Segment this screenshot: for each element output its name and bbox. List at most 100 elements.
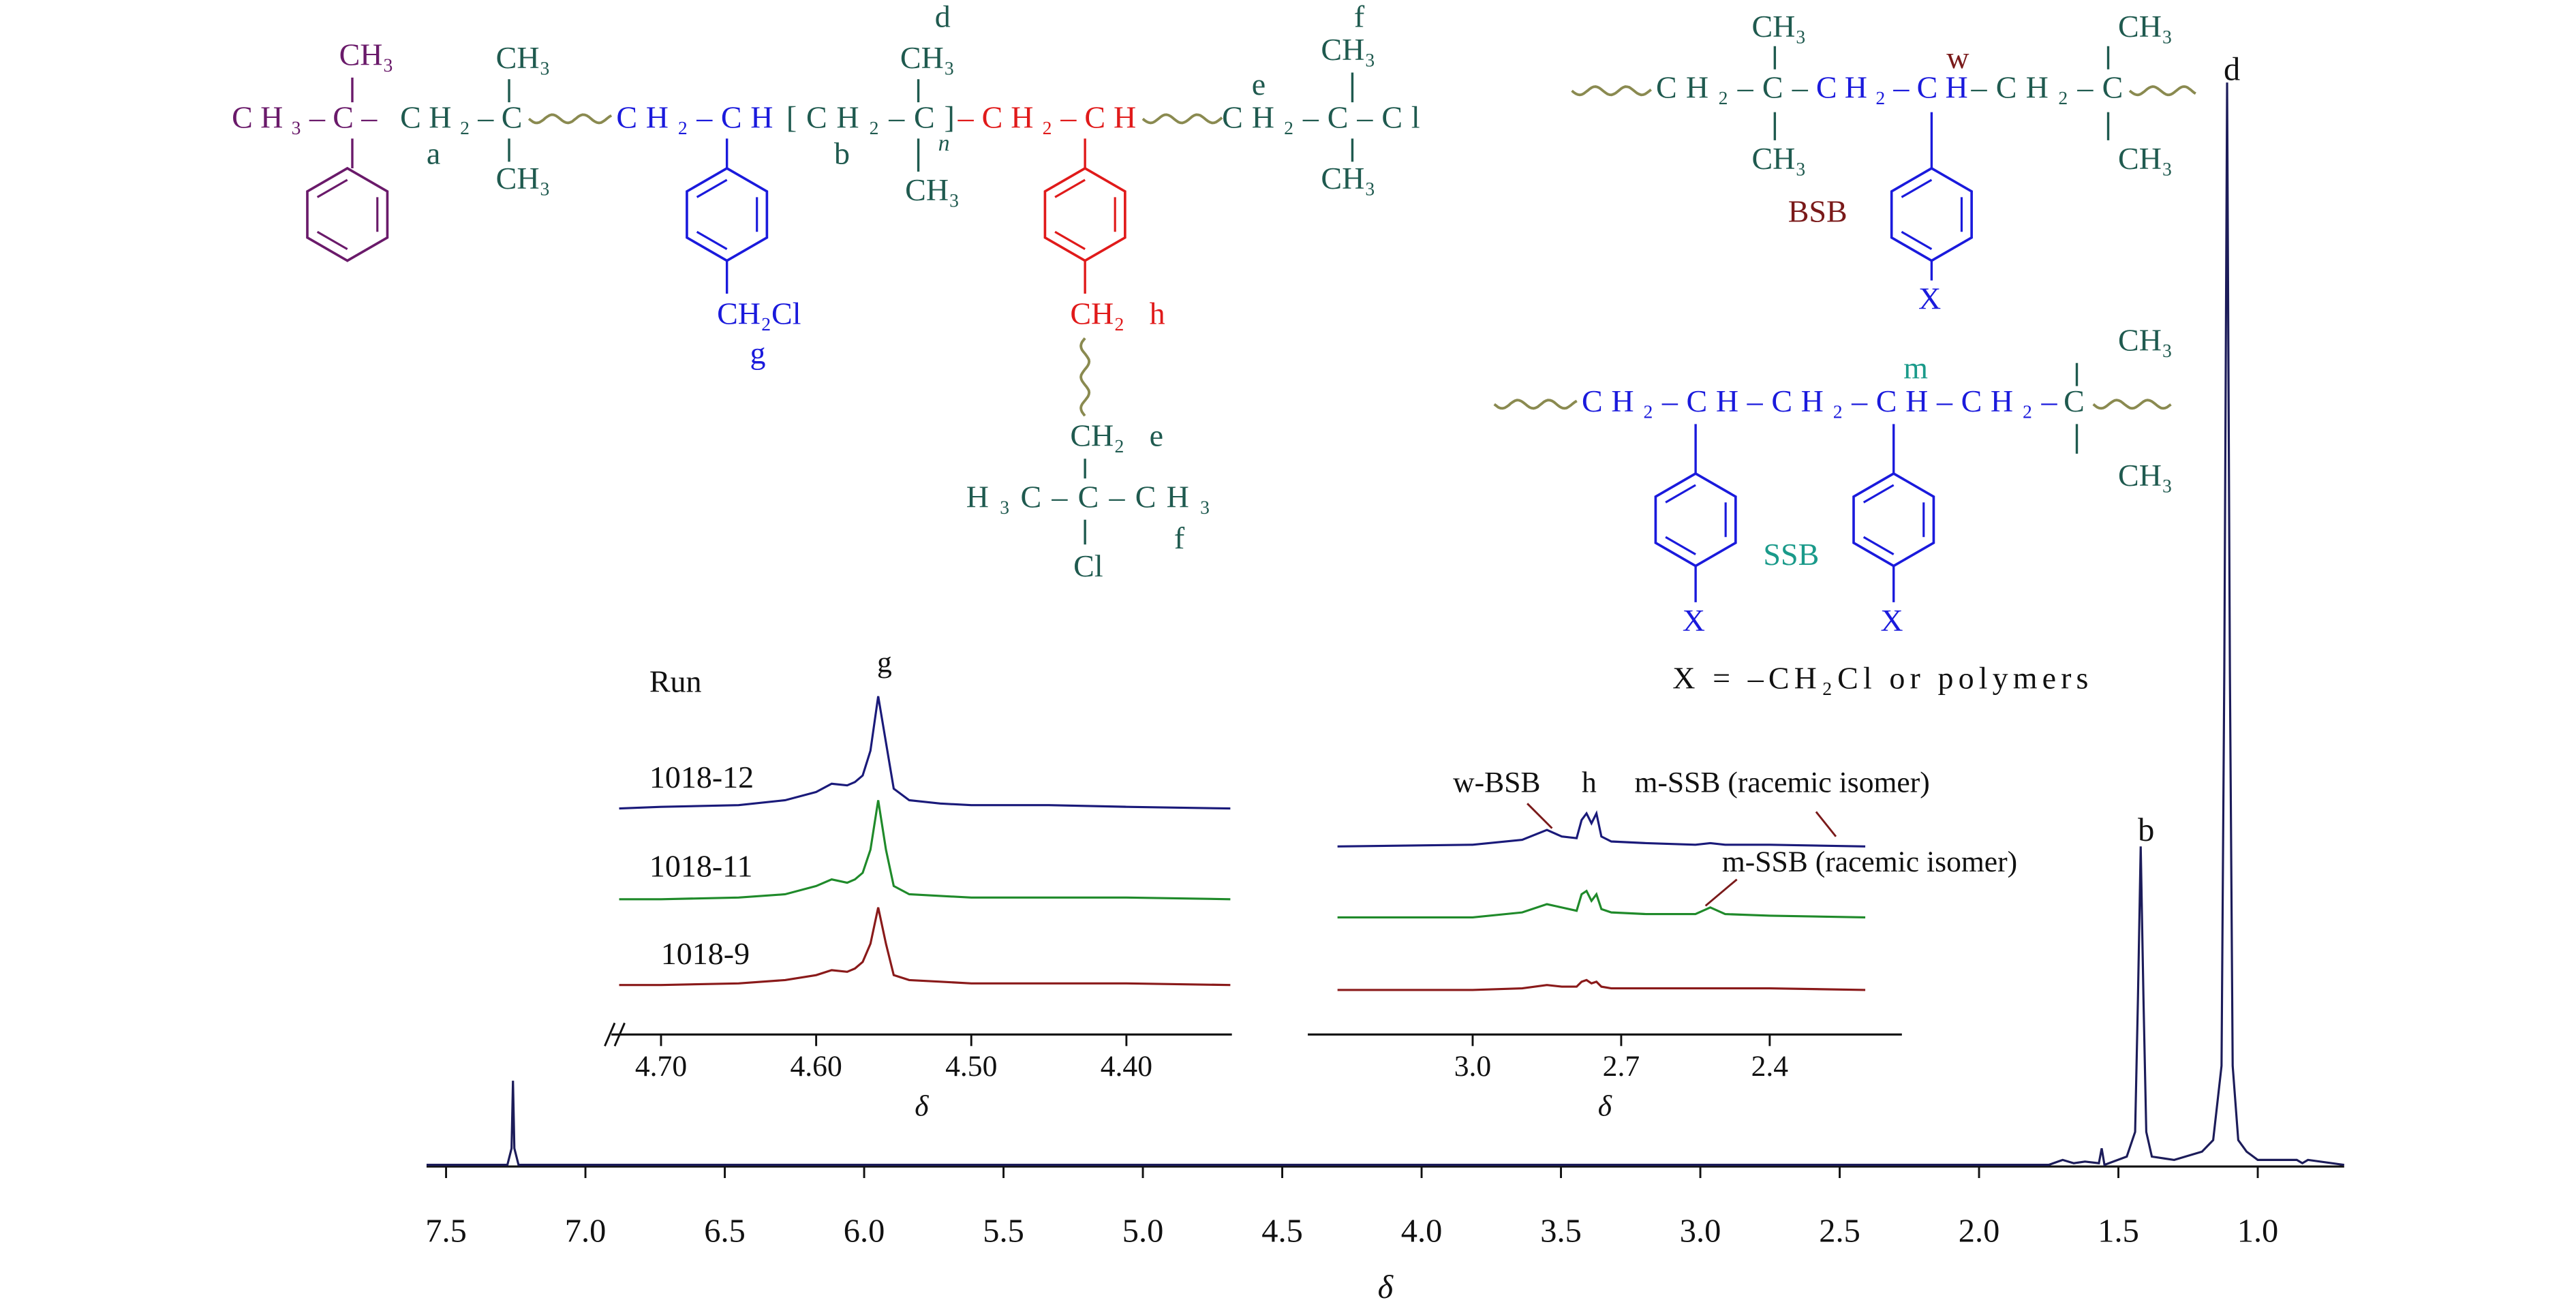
x-tick-label: 3.0 bbox=[1454, 1050, 1491, 1083]
chem-label: CH₃ bbox=[2118, 141, 2173, 176]
spectrum-line bbox=[1337, 889, 1866, 918]
chem-label: e bbox=[1252, 67, 1266, 102]
x-tick-label: 2.4 bbox=[1751, 1050, 1789, 1083]
chem-label: d bbox=[935, 0, 951, 34]
wavy-bond bbox=[1493, 399, 1578, 410]
peak-label: g bbox=[877, 646, 892, 679]
x-tick-label: 4.40 bbox=[1101, 1050, 1152, 1083]
chem-label: –CH₂–CH bbox=[957, 99, 1137, 134]
wavy-bond bbox=[527, 113, 613, 125]
chem-label: X = –CH₂Cl or polymers bbox=[1672, 661, 2088, 696]
chem-label: CH₂–C–Cl bbox=[1222, 99, 1420, 134]
peak-label: w-BSB bbox=[1453, 767, 1540, 799]
x-tick-label: 4.60 bbox=[790, 1050, 842, 1083]
x-tick-label: 2.0 bbox=[1959, 1213, 2000, 1249]
annotation-arrow bbox=[1527, 803, 1837, 907]
chem-label: H₃C–C–CH₃ bbox=[966, 479, 1210, 514]
wavy-bond bbox=[2128, 85, 2196, 97]
benzene-ring bbox=[1890, 166, 1973, 262]
chem-label: CH₂ bbox=[1070, 418, 1124, 453]
ring-double-bond bbox=[1665, 484, 1696, 504]
legend-label: 1018-9 bbox=[661, 936, 750, 971]
legend-title: Run bbox=[649, 664, 702, 699]
chem-label: CH₃ bbox=[2118, 458, 2173, 493]
chem-label: CH₂–C– bbox=[1656, 70, 1809, 105]
ssb-structure: CH₂–CH–CH₂–CH–CH₂– C m CH₃ CH₃ SSB X X X… bbox=[1582, 322, 2173, 695]
chem-label: a bbox=[427, 136, 440, 171]
polymer-structure: CH₃–C– CH₃ CH₂–C a CH₃ CH₃ CH₂–CH CH₂Cl … bbox=[232, 0, 1420, 583]
spectrum-line bbox=[426, 82, 2345, 1166]
peak-label: m-SSB (racemic isomer) bbox=[1722, 846, 2017, 878]
chem-label: CH₂–CH bbox=[1816, 70, 1968, 105]
chem-label: CH₃ bbox=[2118, 322, 2173, 357]
peak-label: m-SSB (racemic isomer) bbox=[1635, 767, 1930, 799]
chem-label: h bbox=[1150, 296, 1165, 331]
x-tick-label: 1.5 bbox=[2098, 1213, 2139, 1249]
spectrum-line bbox=[1337, 978, 1866, 991]
x-tick-label: 4.0 bbox=[1401, 1213, 1443, 1249]
spectrum-line bbox=[619, 800, 1231, 901]
x-tick-label: 4.70 bbox=[635, 1050, 687, 1083]
legend-label: 1018-12 bbox=[649, 760, 754, 794]
chem-label: X bbox=[1683, 603, 1705, 638]
ring-double-bond bbox=[1901, 179, 1933, 198]
chem-label: CH₃ bbox=[900, 40, 955, 75]
chem-label: CH₃ bbox=[496, 161, 551, 196]
benzene-ring bbox=[1043, 166, 1126, 262]
chem-label: m bbox=[1903, 350, 1928, 385]
x-tick-label: 6.5 bbox=[704, 1213, 746, 1249]
spectrum-line bbox=[1337, 810, 1866, 848]
x-tick-label: 7.5 bbox=[425, 1213, 467, 1249]
chem-label: CH₂–CH bbox=[616, 99, 773, 134]
wavy-bond bbox=[1141, 113, 1223, 125]
x-tick-label: 5.0 bbox=[1122, 1213, 1164, 1249]
ring-double-bond bbox=[1054, 230, 1086, 251]
chem-label: BSB bbox=[1788, 194, 1847, 228]
ring-double-bond bbox=[316, 179, 348, 198]
wavy-bond bbox=[1079, 337, 1091, 417]
x-tick-label: 6.0 bbox=[844, 1213, 885, 1249]
x-tick-label: 4.50 bbox=[945, 1050, 997, 1083]
peak-label: h bbox=[1582, 767, 1597, 799]
chem-label: X bbox=[1918, 281, 1941, 316]
benzene-ring bbox=[306, 166, 389, 262]
x-axis-label: δ bbox=[915, 1089, 929, 1122]
ring-double-bond bbox=[1862, 536, 1895, 556]
wavy-bond bbox=[1571, 85, 1652, 97]
bsb-structure: CH₂–C– CH₃ CH₃ CH₂–CH w –CH₂–C CH₃ CH₃ B… bbox=[1656, 9, 2173, 316]
chem-label: SSB bbox=[1763, 537, 1819, 572]
chem-label: X bbox=[1880, 603, 1903, 638]
ring-double-bond bbox=[696, 179, 728, 198]
chem-label: C bbox=[2064, 384, 2085, 418]
x-axis-label: δ bbox=[1378, 1269, 1394, 1305]
chem-label: CH₃ bbox=[2118, 9, 2173, 44]
x-tick-label: 7.0 bbox=[565, 1213, 607, 1249]
peak-label: b bbox=[2138, 812, 2154, 848]
chem-label: CH₃ bbox=[1321, 32, 1375, 67]
chem-label: b bbox=[834, 136, 850, 171]
chem-label: CH₃–C– bbox=[232, 99, 378, 134]
x-tick-label: 2.7 bbox=[1603, 1050, 1640, 1083]
ring-double-bond bbox=[316, 230, 348, 251]
ring-double-bond bbox=[696, 230, 728, 251]
chem-label: CH₂Cl bbox=[717, 296, 801, 331]
chem-label: f bbox=[1174, 521, 1185, 555]
ring-double-bond bbox=[1054, 179, 1086, 198]
spectrum-line bbox=[619, 696, 1231, 810]
legend-label: 1018-11 bbox=[649, 849, 753, 884]
ring-double-bond bbox=[1665, 536, 1696, 556]
chem-label: CH₃ bbox=[1321, 161, 1375, 196]
chem-label: g bbox=[750, 336, 766, 371]
chem-label: [CH₂–C] bbox=[786, 99, 955, 134]
chem-label: e bbox=[1150, 418, 1163, 453]
chem-label: f bbox=[1354, 0, 1365, 34]
chem-label: CH₃ bbox=[496, 40, 551, 75]
ring-double-bond bbox=[1862, 484, 1895, 504]
spectrum-line bbox=[619, 907, 1231, 987]
bond bbox=[1773, 46, 2110, 140]
chem-label: CH₃ bbox=[1751, 141, 1806, 176]
chem-label: CH₃ bbox=[905, 172, 960, 207]
chem-label: CH₂ bbox=[1070, 296, 1124, 331]
chem-label: CH₃ bbox=[1751, 9, 1806, 44]
chem-label: w bbox=[1946, 40, 1969, 75]
